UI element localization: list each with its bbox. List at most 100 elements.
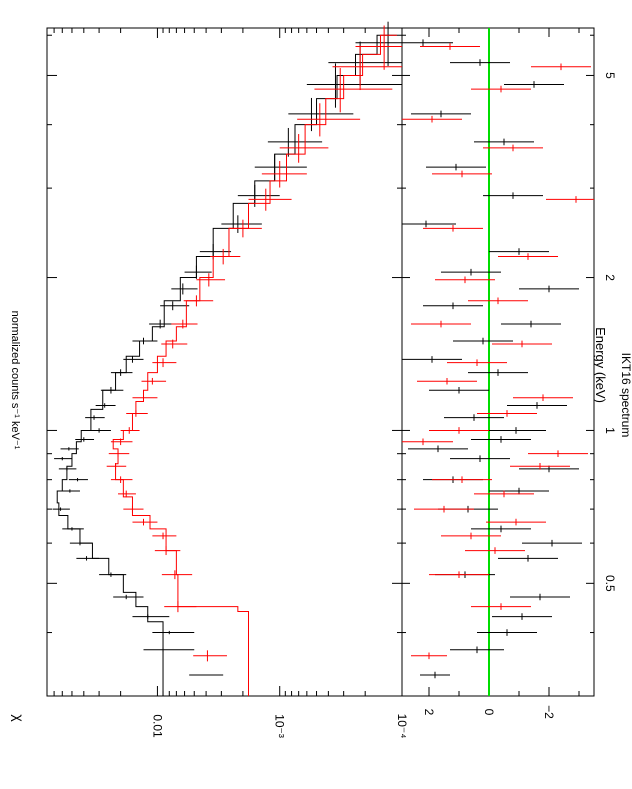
top-y-axis-label: normalized counts s⁻¹ keV⁻¹ bbox=[9, 311, 21, 450]
x-tick-label: 2 bbox=[603, 274, 617, 281]
data-point-1 bbox=[62, 527, 84, 531]
residual-point-1 bbox=[474, 138, 534, 146]
residual-point-2 bbox=[477, 410, 537, 417]
residual-point-1 bbox=[468, 369, 528, 376]
model-line-2 bbox=[112, 34, 397, 696]
residual-point-2 bbox=[435, 276, 495, 284]
residual-point-1 bbox=[489, 248, 549, 255]
residual-point-2 bbox=[510, 463, 570, 470]
residual-point-1 bbox=[501, 320, 561, 328]
residual-point-1 bbox=[471, 436, 531, 443]
data-point-2 bbox=[154, 546, 181, 556]
data-point-1 bbox=[254, 154, 307, 181]
top-y-tick-label: 10⁻⁴ bbox=[395, 714, 409, 739]
residual-point-2 bbox=[468, 297, 528, 305]
residual-point-1 bbox=[519, 285, 579, 293]
data-point-1 bbox=[221, 215, 262, 233]
residual-point-1 bbox=[450, 59, 510, 66]
residual-point-2 bbox=[432, 170, 492, 178]
data-point-2 bbox=[355, 25, 402, 70]
residual-point-1 bbox=[504, 81, 564, 88]
residual-point-2 bbox=[417, 377, 477, 385]
residual-point-1 bbox=[498, 555, 558, 562]
residual-point-2 bbox=[486, 518, 546, 526]
data-point-1 bbox=[132, 614, 170, 619]
residual-point-2 bbox=[513, 394, 573, 402]
residual-point-2 bbox=[465, 547, 525, 554]
x-tick-label: 1 bbox=[603, 427, 617, 434]
residual-point-1 bbox=[429, 386, 489, 394]
data-point-1 bbox=[184, 265, 212, 279]
data-point-2 bbox=[279, 134, 329, 163]
data-point-2 bbox=[120, 427, 140, 434]
residual-point-2 bbox=[420, 43, 480, 50]
residual-point-1 bbox=[420, 671, 450, 679]
residual-point-2 bbox=[546, 196, 594, 203]
residual-point-2 bbox=[531, 63, 591, 71]
data-point-2 bbox=[126, 410, 148, 417]
data-point-2 bbox=[123, 505, 144, 513]
data-point-1 bbox=[288, 97, 354, 132]
data-point-1 bbox=[123, 356, 144, 363]
data-point-1 bbox=[99, 572, 127, 577]
data-point-1 bbox=[160, 301, 190, 311]
data-point-2 bbox=[228, 219, 262, 238]
residual-point-2 bbox=[411, 320, 471, 328]
residual-point-2 bbox=[447, 359, 507, 366]
data-point-2 bbox=[314, 68, 393, 113]
residual-point-1 bbox=[522, 539, 582, 547]
data-point-2 bbox=[161, 339, 188, 349]
data-point-2 bbox=[152, 358, 177, 368]
residual-point-1 bbox=[402, 220, 456, 228]
data-point-2 bbox=[118, 490, 136, 498]
residual-point-2 bbox=[498, 253, 558, 260]
data-point-1 bbox=[100, 386, 124, 394]
bottom-y-tick-label: −2 bbox=[542, 705, 556, 719]
residual-point-1 bbox=[492, 613, 552, 620]
data-point-1 bbox=[355, 21, 402, 66]
x-tick-label: 0.5 bbox=[603, 575, 617, 592]
bottom-y-tick-label: 2 bbox=[422, 709, 436, 716]
data-point-1 bbox=[152, 630, 195, 635]
data-point-1 bbox=[54, 456, 72, 461]
residual-point-2 bbox=[423, 225, 483, 232]
data-point-2 bbox=[171, 319, 198, 329]
residual-point-1 bbox=[489, 487, 549, 495]
data-point-1 bbox=[52, 507, 70, 511]
data-point-1 bbox=[60, 447, 79, 451]
residual-point-2 bbox=[414, 505, 474, 513]
residual-point-1 bbox=[411, 110, 471, 118]
residual-point-1 bbox=[486, 427, 546, 434]
data-point-1 bbox=[89, 428, 111, 433]
residual-point-2 bbox=[402, 438, 453, 446]
data-point-2 bbox=[110, 476, 133, 483]
residual-point-1 bbox=[402, 39, 453, 47]
residual-point-1 bbox=[453, 337, 513, 345]
data-point-2 bbox=[183, 295, 214, 307]
residual-point-2 bbox=[471, 603, 531, 610]
data-point-1 bbox=[267, 127, 323, 157]
residual-point-2 bbox=[492, 340, 552, 348]
data-point-1 bbox=[113, 594, 144, 600]
residual-point-1 bbox=[471, 525, 531, 533]
data-point-2 bbox=[261, 161, 307, 188]
residual-point-1 bbox=[450, 646, 504, 654]
data-point-1 bbox=[189, 674, 224, 676]
data-point-1 bbox=[95, 403, 116, 408]
residual-point-1 bbox=[477, 629, 537, 636]
data-point-1 bbox=[110, 369, 133, 376]
data-point-1 bbox=[61, 489, 80, 493]
data-point-2 bbox=[152, 532, 177, 540]
x-axis-label: Energy (keV) bbox=[593, 327, 608, 403]
data-point-2 bbox=[132, 518, 158, 526]
data-point-1 bbox=[76, 556, 100, 561]
plot-root: 0.5 1 2 5 0.01 10⁻³ 10⁻⁴ 2 0 −2 bbox=[46, 21, 617, 739]
top-y-tick-label: 0.01 bbox=[150, 714, 164, 738]
residual-point-2 bbox=[471, 85, 531, 93]
data-point-2 bbox=[210, 248, 241, 265]
data-point-2 bbox=[106, 463, 127, 470]
residual-point-2 bbox=[432, 476, 492, 483]
residual-point-1 bbox=[510, 593, 570, 601]
bottom-y-tick-label: 0 bbox=[482, 709, 496, 716]
